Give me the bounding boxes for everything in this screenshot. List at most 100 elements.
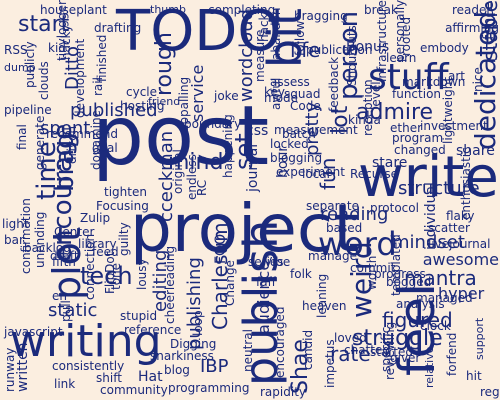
word-feed: feed: [92, 245, 119, 259]
word-backlog: backlog: [24, 241, 71, 255]
word-code: Code: [290, 99, 321, 113]
word-templated: templated: [389, 234, 403, 296]
word-reg: reg: [480, 385, 500, 399]
word-recommend: recommend: [46, 127, 118, 141]
word-publication: publication: [306, 43, 373, 57]
word-eh: eh: [52, 289, 67, 303]
word-published: published: [70, 100, 158, 121]
word-bar: bar: [4, 233, 24, 247]
word-goal: goal: [92, 141, 118, 155]
word-static: static: [48, 300, 98, 321]
word-folk: folk: [290, 267, 312, 281]
word-forfend: forfend: [445, 332, 459, 376]
word-generate: generate: [33, 115, 47, 170]
word-rss: RSS: [4, 43, 28, 57]
word-rough: rough: [152, 32, 177, 96]
word-unending: unending: [33, 211, 47, 268]
word-bragging: bragging: [294, 9, 348, 23]
word-guilty: guilty: [117, 222, 131, 256]
word-reception: reception: [361, 79, 375, 136]
word-loved: loved: [334, 331, 367, 345]
word-batch: batch: [282, 127, 316, 141]
word-rail: rail: [91, 77, 105, 96]
word-javascript: javascript: [4, 325, 63, 339]
word-kid: kid: [48, 41, 66, 55]
word-function: function: [392, 87, 442, 101]
word-completing: completing: [208, 3, 276, 17]
word-encouraged: encouraged: [273, 306, 287, 378]
word-digging: Digging: [170, 337, 217, 351]
word-written: written: [15, 342, 31, 392]
word-lousy: lousy: [135, 258, 149, 290]
word-stupid: stupid: [120, 309, 158, 323]
word-hat: Hat: [138, 369, 163, 385]
word-leaning: leaning: [315, 273, 329, 318]
word-cycle: cycle: [126, 85, 158, 99]
word-share: share: [456, 143, 495, 159]
word-chatted: chatted: [344, 343, 390, 357]
word-houseplant: houseplant: [40, 3, 107, 17]
word-audience: audience: [254, 260, 273, 334]
word-started: started: [370, 345, 413, 359]
word-art: art: [448, 69, 465, 83]
word-squad: squad: [284, 87, 321, 101]
word-embody: embody: [420, 41, 469, 55]
word-draft: draft: [50, 249, 79, 263]
word-break: break: [364, 3, 398, 17]
word-thumb: thumb: [150, 3, 186, 16]
word-community: community: [100, 383, 168, 397]
word-zulip: Zulip: [80, 211, 111, 225]
word-reader: reader: [452, 3, 492, 17]
word-protocol: protocol: [370, 201, 419, 215]
word-center: Center: [54, 225, 95, 239]
word-affirming: affirming: [445, 21, 499, 35]
word-key: key: [264, 85, 286, 99]
word-awful: awful: [269, 77, 283, 110]
word-managed: managed: [416, 291, 473, 305]
word-flaky: flaky: [446, 209, 475, 223]
word-measurement: measurement: [274, 123, 358, 137]
word-post: post: [92, 89, 270, 184]
word-drafting: drafting: [94, 21, 142, 35]
word-pull: pull: [59, 300, 73, 322]
word-infrastructure: infrastructure: [375, 0, 389, 82]
word-vibe: Vibe: [264, 255, 291, 269]
word-structure: structure: [398, 178, 480, 199]
word-original: original: [171, 149, 185, 194]
word-mode: mode: [264, 91, 299, 105]
word-life: life: [290, 38, 321, 62]
word-ibp: IBP: [200, 356, 229, 377]
word-local: local: [302, 167, 330, 181]
word-lightweight: lightweight: [441, 76, 455, 144]
word-snarkiness: snarkiness: [150, 349, 214, 363]
word-connection: connection: [83, 233, 97, 300]
word-flipdot: FlipDot: [103, 251, 117, 294]
word-candid: candid: [301, 329, 315, 370]
word-manage: manage: [308, 249, 358, 263]
word-reading: reading: [320, 204, 389, 225]
word-based: based: [326, 221, 363, 235]
word-hit: hit: [466, 369, 482, 383]
word-programming: programming: [168, 381, 250, 395]
word-changed: changed: [394, 143, 446, 157]
word-personally: personally: [393, 0, 407, 63]
word-ether: ether: [390, 121, 423, 135]
word-hosting: hosting: [120, 99, 165, 113]
word-consistently: consistently: [52, 359, 125, 373]
word-bogged: bogged: [386, 275, 432, 289]
word-mantra: mantra: [404, 266, 477, 290]
word-commit: commit: [350, 261, 396, 275]
word-program: program: [392, 131, 444, 145]
word-hack: hack: [257, 13, 271, 42]
word-clock: clock: [420, 319, 451, 333]
word-stare: stare: [372, 155, 408, 171]
word-bonus: Bonus: [346, 39, 390, 55]
word-locked: locked: [270, 137, 309, 151]
word-awesome: awesome: [422, 250, 499, 269]
word-scatter: scatter: [428, 221, 470, 235]
word-clouds: clouds: [37, 61, 51, 100]
word-library: library: [78, 237, 117, 251]
word-giver: giver: [390, 351, 421, 365]
word-rc: RC: [195, 179, 209, 196]
